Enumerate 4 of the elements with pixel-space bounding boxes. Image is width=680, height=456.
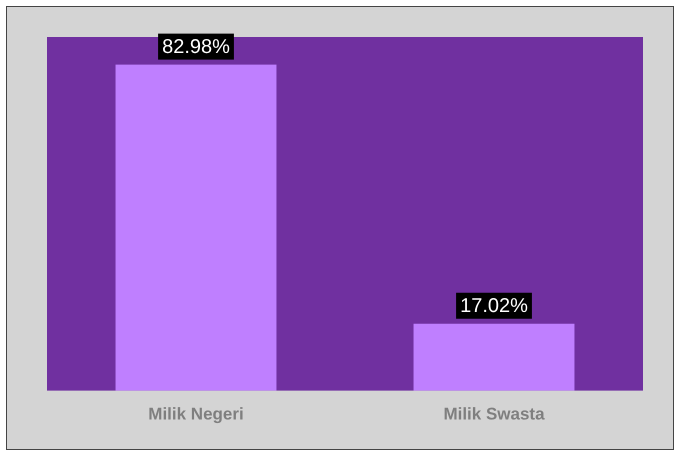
x-tick-label: Milik Swasta <box>443 404 546 424</box>
data-label: 82.98% <box>162 36 230 58</box>
data-label: 17.02% <box>460 295 528 318</box>
x-tick-label: Milik Negeri <box>148 404 244 424</box>
